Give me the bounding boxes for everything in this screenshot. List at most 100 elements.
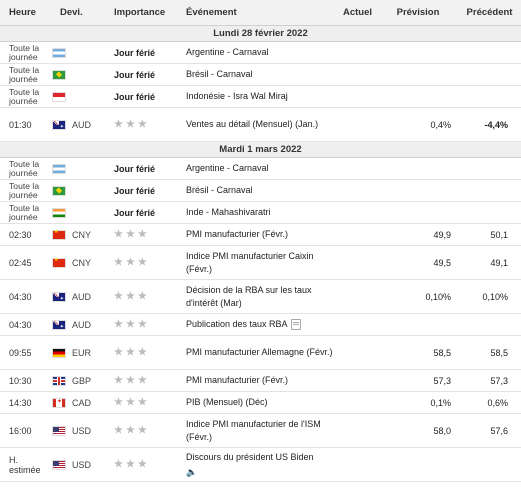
actual-value [336, 179, 378, 202]
australia-flag-icon [52, 119, 66, 130]
event-name[interactable]: Indonésie - Isra Wal Miraj [177, 85, 336, 108]
table-row[interactable]: Toute la journée Jour férié Brésil - Car… [0, 179, 521, 202]
table-row[interactable]: Toute la journée Jour férié Argentine - … [0, 157, 521, 180]
previous-value [458, 41, 521, 64]
forecast-value [378, 447, 458, 482]
forecast-value: 0,4% [378, 107, 458, 142]
day-header: Lundi 28 février 2022 [0, 25, 521, 42]
table-row[interactable]: 01:30 AUD ★★★ Ventes au détail (Mensuel)… [0, 107, 521, 142]
header-previous[interactable]: Précédent [458, 0, 521, 26]
currency-code: AUD [72, 291, 92, 302]
speaker-icon[interactable]: 🔈 [186, 466, 198, 477]
event-time: Toute la journée [0, 179, 51, 202]
table-row[interactable]: 16:00 USD ★★★ Indice PMI manufacturier d… [0, 413, 521, 448]
actual-value [336, 63, 378, 86]
header-importance[interactable]: Importance [105, 0, 177, 26]
event-name[interactable]: Indice PMI manufacturier Caixin (Févr.) [177, 245, 336, 280]
event-name[interactable]: Indice PMI manufacturier de l'ISM (Févr.… [177, 413, 336, 448]
forecast-value: 49,5 [378, 245, 458, 280]
event-time: 16:00 [0, 413, 51, 448]
event-name[interactable]: Inde - Mahashivaratri [177, 201, 336, 224]
event-name[interactable]: Argentine - Carnaval [177, 41, 336, 64]
importance-stars-icon: ★★★ [114, 257, 150, 268]
china-flag-icon [52, 229, 66, 240]
event-name[interactable]: Décision de la RBA sur les taux d'intérê… [177, 279, 336, 314]
previous-value [458, 157, 521, 180]
table-row[interactable]: H. estimée USD ★★★ Discours du président… [0, 447, 521, 482]
previous-value: 0,6% [458, 391, 521, 414]
event-name[interactable]: Argentine - Carnaval [177, 157, 336, 180]
importance-stars-icon: ★★★ [114, 229, 150, 240]
event-name[interactable]: Publication des taux RBA [186, 319, 288, 329]
germany-flag-icon [52, 347, 66, 358]
table-row[interactable]: Toute la journée Jour férié Indonésie - … [0, 85, 521, 108]
event-name[interactable]: Discours du président US Biden [186, 451, 314, 462]
previous-value: 58,5 [458, 335, 521, 370]
table-row[interactable]: 10:30 GBP ★★★ PMI manufacturier (Févr.) … [0, 369, 521, 392]
actual-value [336, 413, 378, 448]
event-time: Toute la journée [0, 157, 51, 180]
forecast-value: 0,1% [378, 391, 458, 414]
previous-value [458, 447, 521, 482]
previous-value [458, 63, 521, 86]
header-actual[interactable]: Actuel [336, 0, 378, 26]
table-row[interactable]: Toute la journée Jour férié Argentine - … [0, 41, 521, 64]
previous-value: 57,6 [458, 413, 521, 448]
actual-value [336, 313, 378, 336]
importance-stars-icon: ★★★ [114, 425, 150, 436]
previous-value: 49,1 [458, 245, 521, 280]
table-row[interactable]: Toute la journée Jour férié Inde - Mahas… [0, 201, 521, 224]
event-name[interactable]: PMI manufacturier (Févr.) [177, 369, 336, 392]
forecast-value: 57,3 [378, 369, 458, 392]
importance-stars-icon: ★★★ [114, 319, 150, 330]
usa-flag-icon [52, 425, 66, 436]
currency-code: CNY [72, 257, 92, 268]
australia-flag-icon [52, 319, 66, 330]
event-name[interactable]: PMI manufacturier Allemagne (Févr.) [177, 335, 336, 370]
forecast-value: 49,9 [378, 223, 458, 246]
table-row[interactable]: 14:30 CAD ★★★ PIB (Mensuel) (Déc) 0,1% 0… [0, 391, 521, 414]
event-time: Toute la journée [0, 41, 51, 64]
uk-flag-icon [52, 375, 66, 386]
importance-stars-icon: ★★★ [114, 375, 150, 386]
table-row[interactable]: 02:30 CNY ★★★ PMI manufacturier (Févr.) … [0, 223, 521, 246]
table-header-row: Heure Devi. Importance Événement Actuel … [0, 0, 521, 26]
table-row[interactable]: Toute la journée Jour férié Brésil - Car… [0, 63, 521, 86]
table-row[interactable]: 04:30 AUD ★★★ Publication des taux RBA [0, 313, 521, 336]
previous-value: 0,10% [458, 279, 521, 314]
event-time: Toute la journée [0, 85, 51, 108]
holiday-label: Jour férié [105, 179, 177, 202]
forecast-value [378, 201, 458, 224]
argentina-flag-icon [52, 47, 66, 58]
event-time: 02:30 [0, 223, 51, 246]
header-event[interactable]: Événement [177, 0, 336, 26]
event-time: 14:30 [0, 391, 51, 414]
event-name[interactable]: Brésil - Carnaval [177, 179, 336, 202]
event-time: H. estimée [0, 447, 51, 482]
forecast-value [378, 313, 458, 336]
holiday-label: Jour férié [105, 85, 177, 108]
previous-value [458, 85, 521, 108]
event-name[interactable]: Brésil - Carnaval [177, 63, 336, 86]
forecast-value [378, 63, 458, 86]
event-time: 04:30 [0, 313, 51, 336]
holiday-label: Jour férié [105, 63, 177, 86]
event-name[interactable]: PIB (Mensuel) (Déc) [177, 391, 336, 414]
table-row[interactable]: 09:55 EUR ★★★ PMI manufacturier Allemagn… [0, 335, 521, 370]
header-currency[interactable]: Devi. [51, 0, 105, 26]
event-time: 04:30 [0, 279, 51, 314]
forecast-value: 0,10% [378, 279, 458, 314]
event-time: Toute la journée [0, 63, 51, 86]
event-name[interactable]: Ventes au détail (Mensuel) (Jan.) [177, 107, 336, 142]
header-forecast[interactable]: Prévision [378, 0, 458, 26]
previous-value: -4,4% [458, 107, 521, 142]
table-row[interactable]: 02:45 CNY ★★★ Indice PMI manufacturier C… [0, 245, 521, 280]
table-row[interactable]: 04:30 AUD ★★★ Décision de la RBA sur les… [0, 279, 521, 314]
header-time[interactable]: Heure [0, 0, 51, 26]
event-name[interactable]: PMI manufacturier (Févr.) [177, 223, 336, 246]
previous-value [458, 201, 521, 224]
previous-value [458, 179, 521, 202]
brazil-flag-icon [52, 185, 66, 196]
document-icon[interactable] [290, 319, 301, 331]
event-time: 10:30 [0, 369, 51, 392]
